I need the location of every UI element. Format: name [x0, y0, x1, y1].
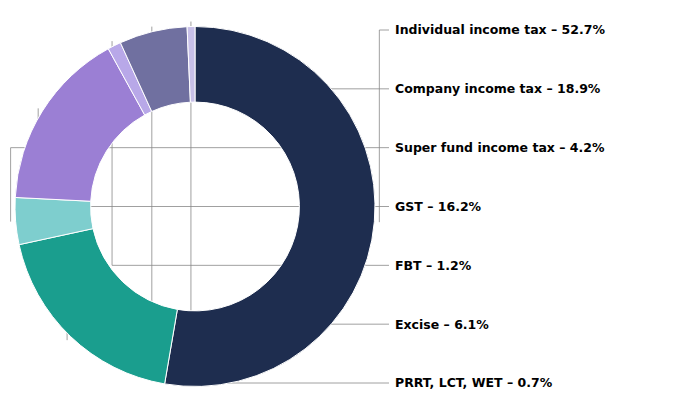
slices [15, 27, 375, 387]
slice-label: Excise – 6.1% [395, 317, 489, 332]
slice [165, 27, 375, 387]
slice [187, 27, 195, 103]
slice [120, 27, 190, 112]
chart: Individual income tax – 52.7% Company inc… [0, 0, 689, 413]
slice [15, 197, 93, 244]
slice [19, 229, 177, 384]
leader-line [379, 30, 389, 222]
slice-label: FBT – 1.2% [395, 258, 472, 273]
slice-label: Super fund income tax – 4.2% [395, 140, 605, 155]
slice-label: Company income tax – 18.9% [395, 81, 601, 96]
slice-label: PRRT, LCT, WET – 0.7% [395, 375, 553, 390]
slice-label: Individual income tax – 52.7% [395, 22, 605, 37]
labels: Individual income tax – 52.7% Company inc… [395, 22, 605, 390]
slice-label: GST – 16.2% [395, 199, 482, 214]
